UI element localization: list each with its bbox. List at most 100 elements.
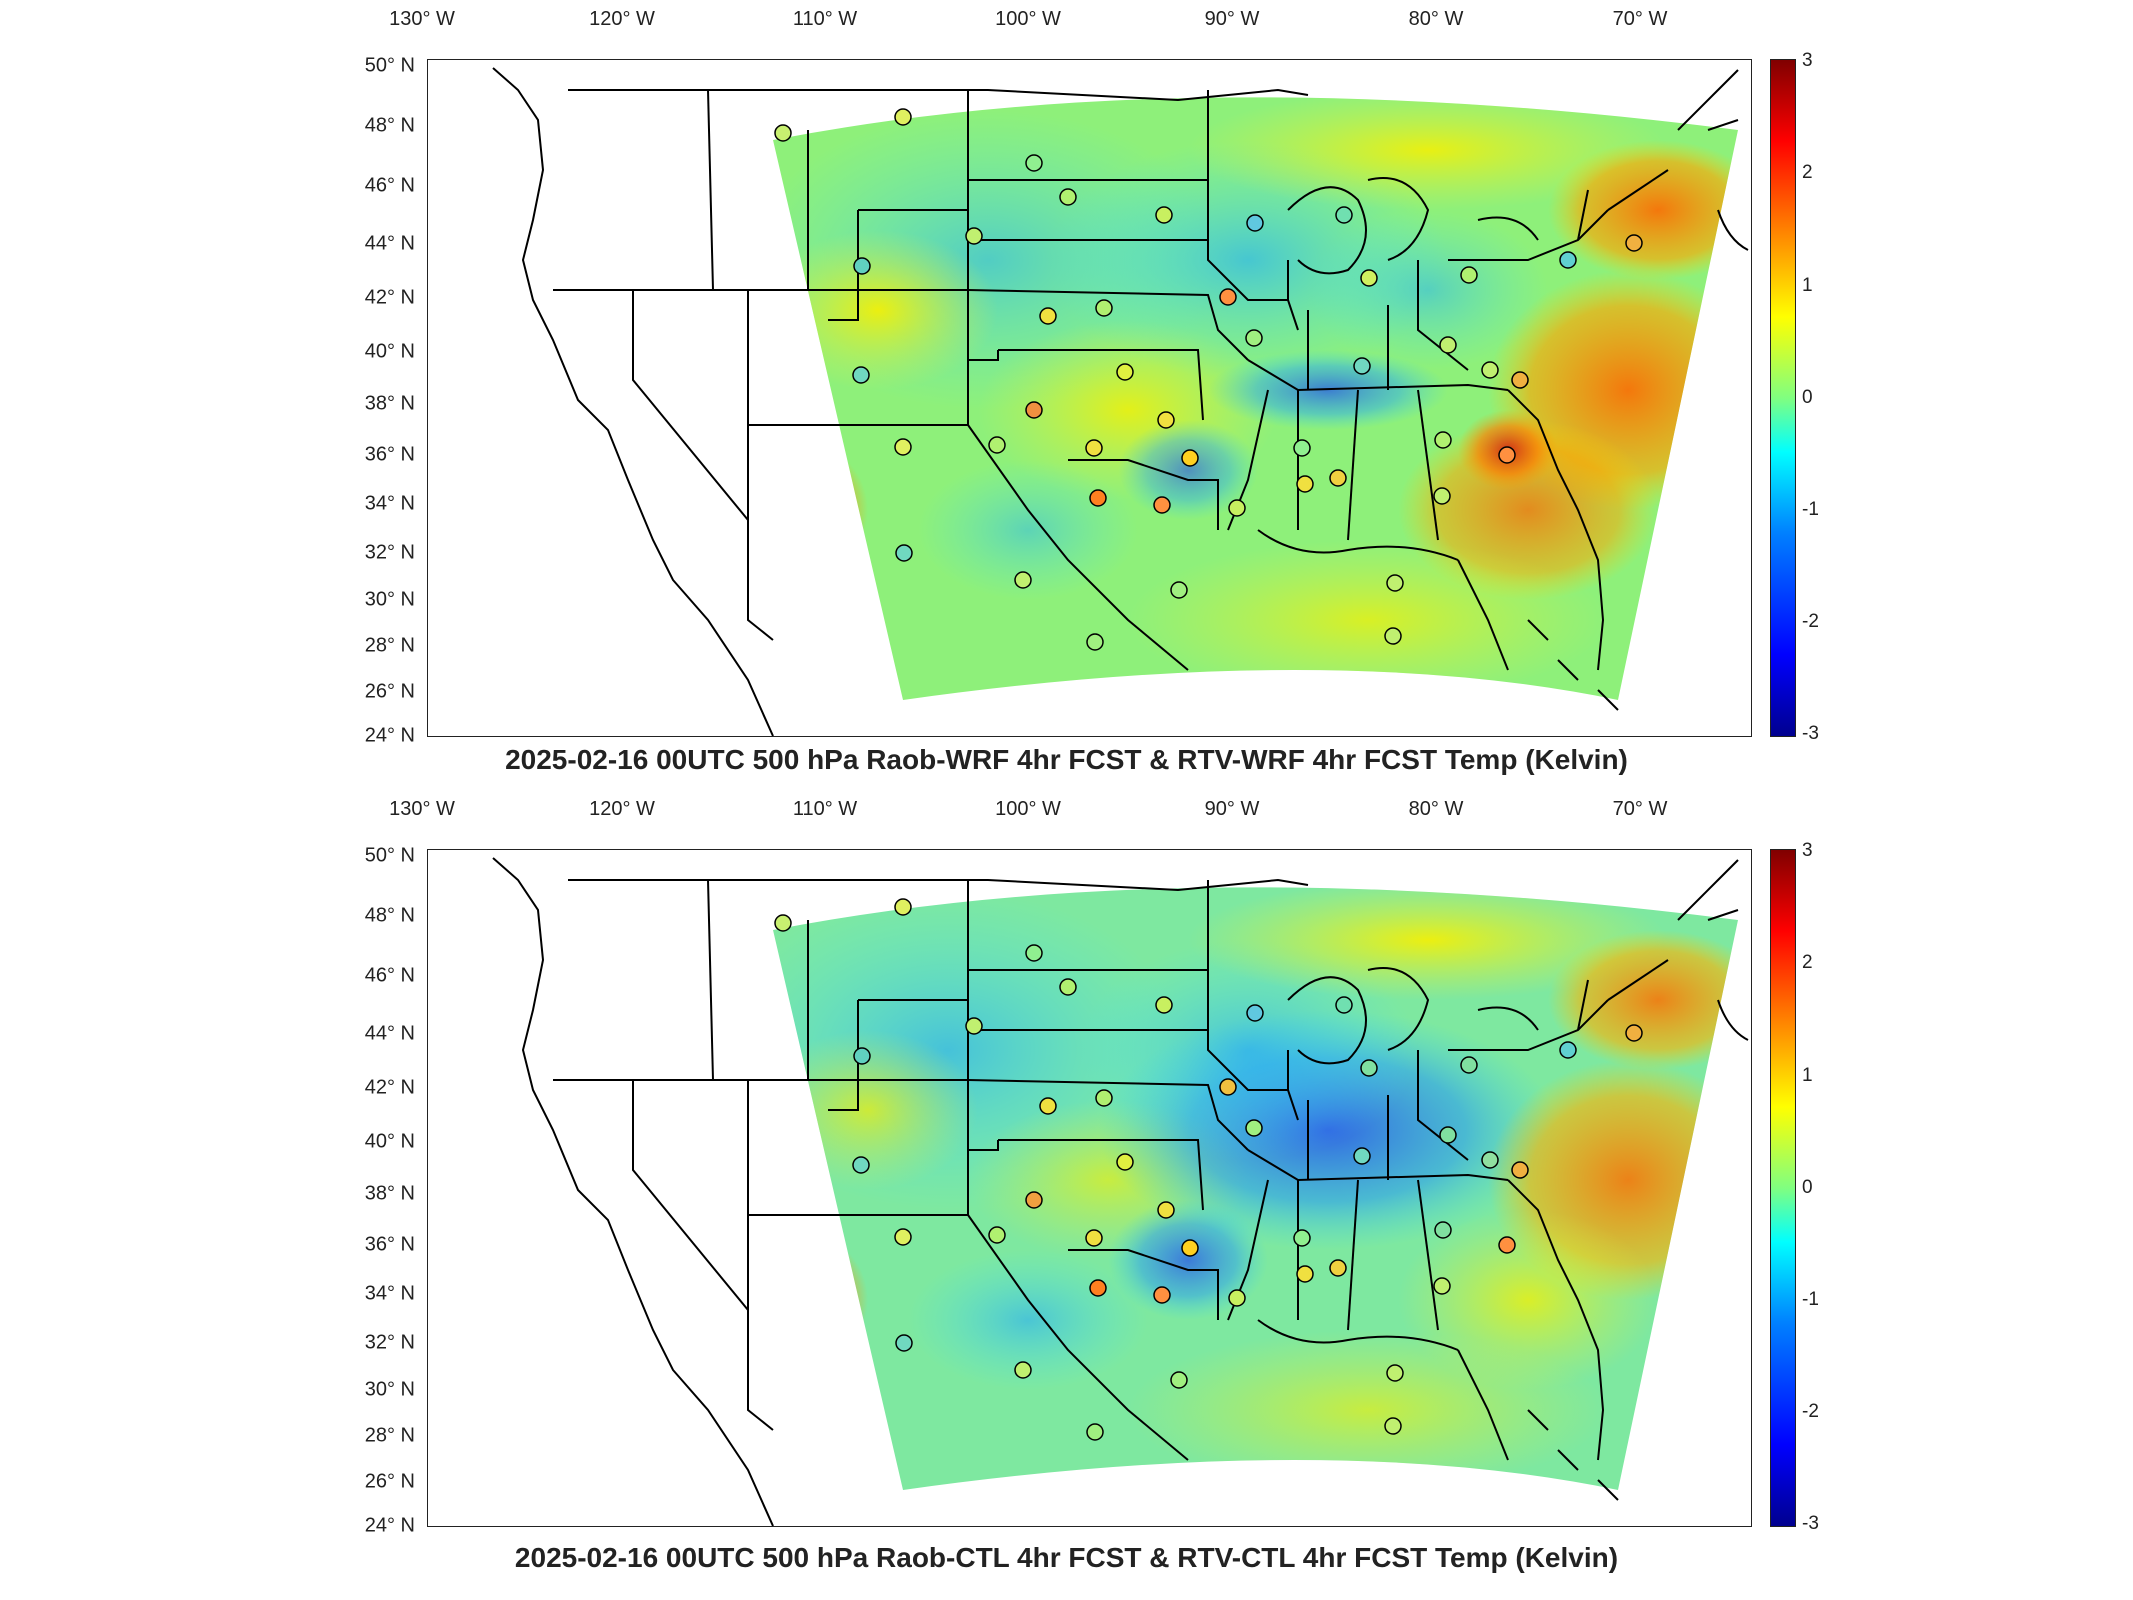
lat-label: 50° N <box>364 54 415 77</box>
lat-label: 24° N <box>364 724 415 747</box>
station-marker <box>1386 574 1404 592</box>
station-marker <box>965 227 983 245</box>
lon-label: 120° W <box>589 798 655 820</box>
station-marker <box>1153 1286 1171 1304</box>
station-marker <box>1384 1417 1402 1435</box>
lat-label: 32° N <box>364 541 415 564</box>
lon-label: 70° W <box>1612 798 1668 820</box>
station-marker <box>1157 1201 1175 1219</box>
lon-label: 130° W <box>389 798 455 820</box>
station-marker <box>1293 1229 1311 1247</box>
station-marker <box>1625 1024 1643 1042</box>
lat-label: 44° N <box>364 1022 415 1045</box>
lat-label: 40° N <box>364 340 415 363</box>
station-marker <box>895 1334 913 1352</box>
lon-label: 80° W <box>1408 8 1464 30</box>
lat-label: 26° N <box>364 1470 415 1493</box>
colorbar-tick: -3 <box>1802 1513 1819 1534</box>
station-marker <box>1329 1259 1347 1277</box>
station-marker <box>1116 363 1134 381</box>
colorbar-tick: -1 <box>1802 499 1819 520</box>
map-canvas <box>492 857 1749 1526</box>
station-marker <box>988 436 1006 454</box>
station-marker <box>1353 357 1371 375</box>
station-marker <box>1511 371 1529 389</box>
station-marker <box>1014 1361 1032 1379</box>
station-marker <box>1228 1289 1246 1307</box>
map-area <box>427 59 1752 737</box>
station-marker <box>1460 1056 1478 1074</box>
lon-label: 110° W <box>792 798 858 820</box>
station-marker <box>1433 1277 1451 1295</box>
station-marker <box>1433 487 1451 505</box>
station-marker <box>1329 469 1347 487</box>
station-marker <box>1384 627 1402 645</box>
station-marker <box>1228 499 1246 517</box>
station-marker <box>852 1156 870 1174</box>
station-marker <box>1296 1265 1314 1283</box>
station-marker <box>1059 978 1077 996</box>
colorbar <box>1770 59 1796 737</box>
station-marker <box>1360 269 1378 287</box>
station-marker <box>1085 439 1103 457</box>
station-marker <box>1170 581 1188 599</box>
station-marker <box>1559 1041 1577 1059</box>
station-marker <box>1511 1161 1529 1179</box>
state-boundaries <box>492 857 1749 1526</box>
station-marker <box>1059 188 1077 206</box>
colorbar-tick: 3 <box>1802 840 1813 861</box>
station-marker <box>1335 206 1353 224</box>
station-marker <box>1296 475 1314 493</box>
colorbar <box>1770 849 1796 1527</box>
station-marker <box>894 1228 912 1246</box>
station-marker <box>1170 1371 1188 1389</box>
station-marker <box>1293 439 1311 457</box>
colorbar-tick: 0 <box>1802 1177 1813 1198</box>
lat-label: 34° N <box>364 1282 415 1305</box>
station-marker <box>1245 329 1263 347</box>
map-panel-ctl: 130° W 120° W 110° W 100° W 90° W 80° W … <box>0 790 2133 1590</box>
station-marker <box>965 1017 983 1035</box>
lon-label: 120° W <box>589 8 655 30</box>
lat-label: 34° N <box>364 492 415 515</box>
raob-stations <box>774 898 1643 1441</box>
station-marker <box>1157 411 1175 429</box>
station-marker <box>1439 336 1457 354</box>
colorbar-tick: -1 <box>1802 1289 1819 1310</box>
raob-stations <box>774 108 1643 651</box>
station-marker <box>1014 571 1032 589</box>
station-marker <box>1498 446 1516 464</box>
station-marker <box>1181 1239 1199 1257</box>
lat-label: 42° N <box>364 1076 415 1099</box>
station-marker <box>1155 206 1173 224</box>
lat-label: 26° N <box>364 680 415 703</box>
station-marker <box>1089 1279 1107 1297</box>
station-marker <box>1219 288 1237 306</box>
station-marker <box>1025 1191 1043 1209</box>
station-marker <box>1460 266 1478 284</box>
station-marker <box>1025 944 1043 962</box>
station-marker <box>1246 1004 1264 1022</box>
temperature-difference-field <box>773 887 1738 1491</box>
colorbar-tick: 2 <box>1802 162 1813 183</box>
station-marker <box>1625 234 1643 252</box>
station-marker <box>1155 996 1173 1014</box>
lon-label: 90° W <box>1204 798 1260 820</box>
station-marker <box>1439 1126 1457 1144</box>
station-marker <box>894 108 912 126</box>
colorbar-tick: 2 <box>1802 952 1813 973</box>
station-marker <box>1481 1151 1499 1169</box>
colorbar-tick: 1 <box>1802 1065 1813 1086</box>
lat-label: 36° N <box>364 443 415 466</box>
map-area <box>427 849 1752 1527</box>
station-marker <box>1245 1119 1263 1137</box>
lat-label: 32° N <box>364 1331 415 1354</box>
colorbar-tick: 3 <box>1802 50 1813 71</box>
station-marker <box>774 914 792 932</box>
station-marker <box>1353 1147 1371 1165</box>
lon-label: 70° W <box>1612 8 1668 30</box>
station-marker <box>853 257 871 275</box>
station-marker <box>853 1047 871 1065</box>
station-marker <box>774 124 792 142</box>
station-marker <box>1095 299 1113 317</box>
